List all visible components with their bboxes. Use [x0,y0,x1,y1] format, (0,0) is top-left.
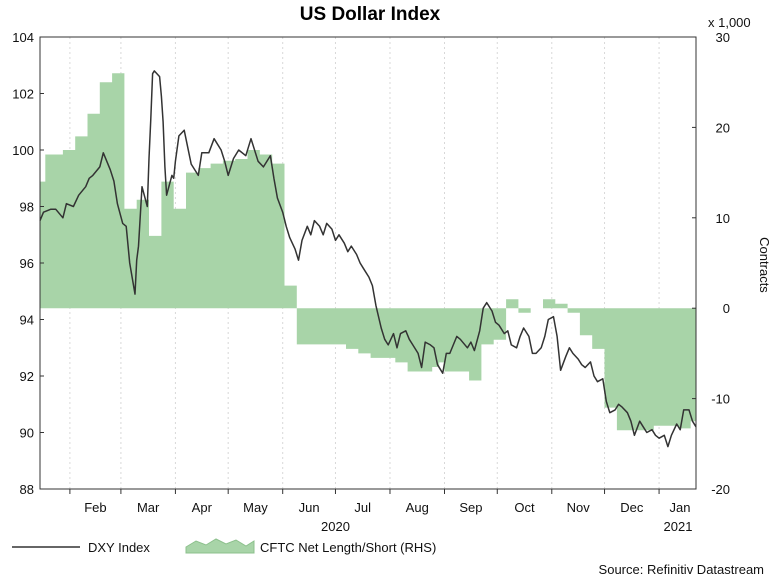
y-left-tick-label: 94 [20,313,34,328]
y-right-tick-label: 10 [716,211,730,226]
dxy-line-layer [39,70,697,448]
source-note: Source: Refinitiv Datastream [599,562,764,577]
x-tick-label: May [243,500,268,515]
chart-title: US Dollar Index [300,4,441,25]
y-right-tick-label: 0 [723,301,730,316]
x-tick-label: Jun [299,500,320,515]
y-left-tick-label: 90 [20,426,34,441]
x-tick-label: Apr [192,500,213,515]
x-tick-label: Feb [84,500,106,515]
dxy-line [39,70,697,448]
x-tick-label: Sep [459,500,482,515]
y-left-tick-label: 104 [12,30,34,45]
x-tick-label: Jul [354,500,371,515]
y-left-tick-label: 88 [20,482,34,497]
x-tick-label: Aug [406,500,429,515]
y-left-tick-label: 98 [20,200,34,215]
axes: Feb Mar Apr May Jun Jul Aug Sep Oct Nov Dec Jan2020… [12,30,730,534]
y-left-tick-label: 102 [12,87,34,102]
y-right-tick-label: 20 [716,120,730,135]
x-tick-label: Jan [670,500,691,515]
y-right-tick-label: -20 [711,482,730,497]
legend: DXY Index CFTC Net Length/Short (RHS) [12,538,436,555]
right-axis-label: Contracts [757,237,772,293]
x-tick-label: Nov [567,500,591,515]
y-left-tick-label: 100 [12,143,34,158]
cftc-area [40,73,696,431]
legend-label-dxy: DXY Index [88,540,150,555]
cftc-area-layer [40,73,696,431]
legend-area-swatch [185,538,255,554]
x-tick-label: Oct [514,500,535,515]
x-tick-label: Mar [137,500,160,515]
x-year-label: 2020 [321,519,350,534]
right-axis-multiplier: x 1,000 [708,15,751,30]
x-tick-label: Dec [620,500,644,515]
y-left-tick-label: 96 [20,256,34,271]
legend-label-cftc: CFTC Net Length/Short (RHS) [260,540,436,555]
y-right-tick-label: -10 [711,392,730,407]
y-left-tick-label: 92 [20,369,34,384]
y-right-tick-label: 30 [716,30,730,45]
x-year-label: 2021 [664,519,693,534]
